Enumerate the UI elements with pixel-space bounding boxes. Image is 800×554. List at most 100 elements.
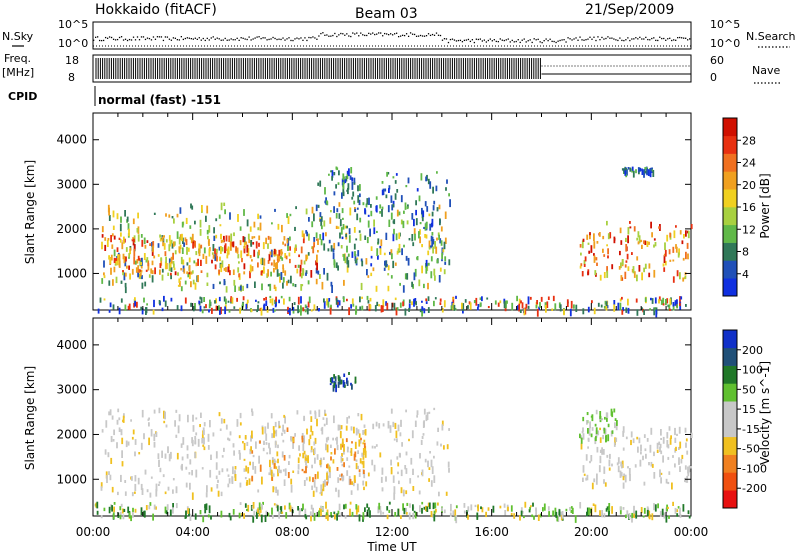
data-cell: [455, 505, 458, 509]
data-cell: [338, 300, 341, 306]
data-cell: [310, 515, 312, 522]
data-cell: [367, 472, 370, 477]
nsky-point: [517, 39, 519, 41]
data-cell: [413, 510, 416, 513]
data-cell: [684, 477, 686, 483]
data-cell: [327, 301, 330, 308]
data-cell: [278, 249, 281, 258]
data-cell: [280, 506, 283, 514]
data-cell: [270, 271, 272, 277]
data-cell: [370, 246, 373, 251]
velocity-colorbar-tick-label: -200: [742, 482, 767, 495]
data-cell: [244, 477, 247, 480]
data-cell: [147, 260, 150, 267]
nsky-point: [611, 37, 613, 39]
velocity-colorbar-tick-label: 15: [742, 403, 756, 416]
data-cell: [318, 510, 320, 518]
data-cell: [219, 428, 222, 431]
data-cell: [624, 474, 627, 483]
data-cell: [273, 458, 276, 465]
data-cell: [215, 451, 218, 459]
nsky-trace: [93, 32, 691, 47]
data-cell: [141, 239, 144, 247]
nsky-point: [599, 39, 601, 41]
data-cell: [331, 170, 334, 178]
data-cell: [313, 242, 315, 248]
data-cell: [423, 420, 425, 427]
data-cell: [481, 296, 483, 302]
data-cell: [233, 279, 236, 286]
beam-title: Beam 03: [355, 6, 418, 22]
nsky-point: [110, 36, 113, 39]
data-cell: [599, 455, 602, 464]
data-cell: [539, 302, 541, 308]
nsky-point: [232, 39, 234, 41]
data-cell: [660, 429, 662, 436]
data-cell: [219, 224, 222, 227]
data-cell: [355, 427, 358, 436]
data-cell: [158, 300, 161, 305]
x-tick-label: 12:00: [375, 525, 410, 539]
data-cell: [286, 280, 288, 286]
data-cell: [268, 442, 270, 449]
data-cell: [520, 510, 523, 517]
data-cell: [276, 489, 279, 496]
data-cell: [294, 247, 296, 254]
data-cell: [441, 252, 443, 259]
data-cell: [608, 512, 610, 516]
data-cell: [658, 299, 660, 304]
data-cell: [343, 176, 345, 185]
data-cell: [342, 253, 345, 257]
nsky-point: [292, 39, 294, 42]
data-cell: [187, 414, 189, 423]
data-cell: [251, 430, 253, 439]
data-cell: [607, 248, 609, 255]
data-cell: [191, 492, 194, 500]
data-cell: [613, 300, 616, 305]
data-cell: [557, 515, 560, 522]
data-cell: [423, 308, 426, 314]
data-cell: [590, 455, 593, 462]
data-cell: [467, 305, 469, 309]
data-cell: [685, 251, 687, 260]
data-cell: [609, 453, 611, 459]
data-cell: [626, 510, 629, 517]
data-cell: [103, 272, 105, 276]
nsky-point: [435, 32, 438, 34]
data-cell: [452, 302, 455, 311]
data-cell: [330, 170, 332, 173]
x-axis-label: Time UT: [366, 540, 417, 554]
data-cell: [376, 248, 379, 256]
data-cell: [305, 272, 307, 276]
data-cell: [125, 440, 128, 448]
data-cell: [587, 306, 590, 313]
data-cell: [199, 229, 202, 236]
data-cell: [274, 421, 277, 428]
data-cell: [275, 296, 277, 302]
data-cell: [603, 427, 606, 434]
data-cell: [411, 213, 414, 220]
nsky-point: [515, 40, 517, 43]
data-cell: [230, 296, 233, 302]
data-cell: [96, 510, 99, 515]
data-cell: [617, 457, 620, 464]
y-tick-label: 4000: [56, 133, 87, 147]
data-cell: [617, 465, 620, 473]
data-cell: [588, 427, 591, 436]
data-cell: [127, 506, 130, 514]
data-cell: [133, 248, 136, 257]
data-cell: [477, 306, 479, 311]
data-cell: [327, 514, 329, 521]
data-cell: [109, 409, 112, 416]
data-cell: [191, 437, 193, 444]
data-cell: [263, 440, 265, 445]
data-cell: [467, 514, 469, 520]
power-colorbar-label: Power [dB]: [758, 173, 772, 238]
data-cell: [219, 281, 221, 285]
data-cell: [433, 455, 435, 459]
data-cell: [290, 436, 293, 442]
data-cell: [207, 433, 210, 442]
data-cell: [581, 271, 584, 277]
data-cell: [606, 416, 608, 422]
data-cell: [186, 262, 189, 266]
